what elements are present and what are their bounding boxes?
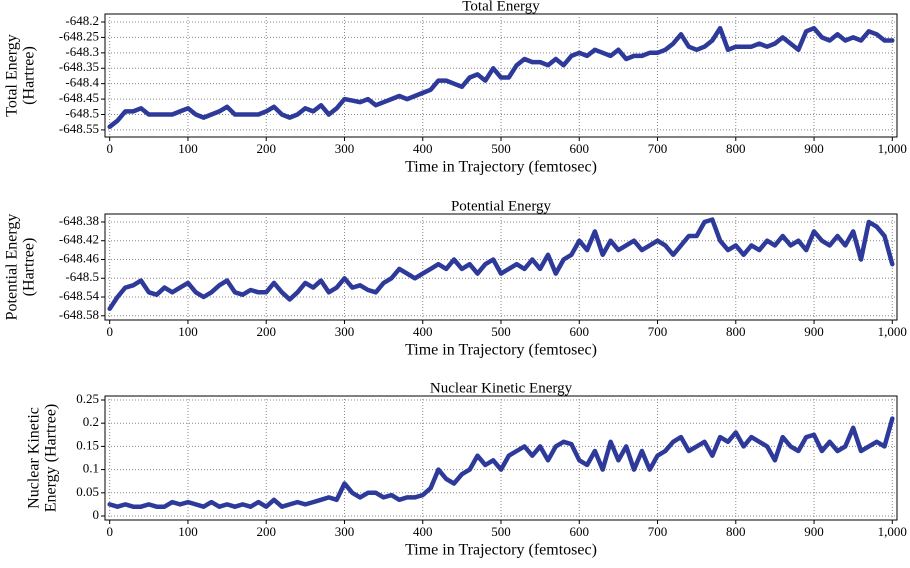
x-tick-label: 900 bbox=[804, 141, 824, 156]
x-axis-label: Time in Trajectory (femtosec) bbox=[405, 542, 597, 559]
y-tick-label: 0.15 bbox=[76, 437, 99, 452]
y-tick-label: -648.2 bbox=[65, 13, 99, 28]
x-axis-label: Time in Trajectory (femtosec) bbox=[405, 159, 597, 176]
y-tick-label: -648.55 bbox=[59, 121, 99, 136]
x-tick-label: 700 bbox=[648, 324, 668, 339]
x-tick-label: 600 bbox=[570, 524, 590, 539]
y-tick-label: 0.25 bbox=[76, 391, 99, 406]
y-axis-label: (Hartree) bbox=[21, 238, 38, 297]
x-tick-label: 400 bbox=[413, 524, 433, 539]
y-axis-label: Energy (Hartree) bbox=[43, 404, 60, 513]
panel-title: Nuclear Kinetic Energy bbox=[430, 380, 573, 396]
x-tick-label: 0 bbox=[106, 141, 113, 156]
x-tick-label: 1,000 bbox=[878, 324, 907, 339]
y-tick-label: -648.54 bbox=[59, 288, 100, 303]
panel: Potential Energy -648.38 -648.42 -648.46 -64… bbox=[4, 198, 907, 358]
x-tick-label: 600 bbox=[570, 324, 590, 339]
y-tick-label: -648.35 bbox=[59, 59, 99, 74]
y-tick-label: -648.3 bbox=[65, 44, 99, 59]
plot-frame bbox=[104, 213, 898, 321]
x-tick-label: 500 bbox=[491, 524, 511, 539]
x-tick-label: 300 bbox=[335, 524, 355, 539]
x-tick-label: 800 bbox=[726, 324, 746, 339]
y-tick-label: -648.5 bbox=[65, 269, 99, 284]
y-tick-label: -648.5 bbox=[65, 105, 99, 120]
panel: Total Energy-648.2-648.25-648.3-648.35-6… bbox=[4, 0, 907, 176]
data-line bbox=[107, 217, 895, 311]
y-tick-label: -648.38 bbox=[59, 213, 99, 228]
panel-title: Total Energy bbox=[462, 0, 540, 14]
y-tick-label: -648.58 bbox=[59, 307, 99, 322]
x-tick-label: 100 bbox=[178, 141, 198, 156]
x-axis-label: Time in Trajectory (femtosec) bbox=[405, 342, 597, 359]
x-tick-label: 400 bbox=[413, 324, 433, 339]
x-tick-label: 500 bbox=[491, 324, 511, 339]
y-tick-label: -648.4 bbox=[65, 75, 99, 90]
x-tick-label: 200 bbox=[256, 324, 276, 339]
x-tick-label: 900 bbox=[804, 524, 824, 539]
data-line bbox=[107, 416, 895, 509]
y-axis-label: Potential Energy bbox=[4, 214, 21, 321]
x-tick-label: 100 bbox=[178, 524, 198, 539]
y-tick-label: 0 bbox=[93, 507, 100, 522]
x-tick-label: 400 bbox=[413, 141, 433, 156]
x-tick-label: 1,000 bbox=[878, 141, 907, 156]
x-tick-label: 300 bbox=[335, 141, 355, 156]
y-tick-label: 0.1 bbox=[83, 461, 99, 476]
x-tick-label: 0 bbox=[106, 524, 113, 539]
x-tick-label: 0 bbox=[106, 324, 113, 339]
x-tick-label: 200 bbox=[256, 141, 276, 156]
y-tick-label: -648.42 bbox=[59, 232, 99, 247]
x-tick-label: 700 bbox=[648, 524, 668, 539]
x-tick-label: 300 bbox=[335, 324, 355, 339]
x-tick-label: 100 bbox=[178, 324, 198, 339]
x-tick-label: 800 bbox=[726, 524, 746, 539]
panel: Nuclear Kinetic Energy 0 0.05 0.1 0.15 0.2 0.2… bbox=[26, 380, 907, 558]
data-line bbox=[107, 25, 895, 130]
x-tick-label: 700 bbox=[648, 141, 668, 156]
plot-frame bbox=[104, 395, 898, 521]
y-axis-label: Total Energy bbox=[4, 34, 21, 117]
panel-title: Potential Energy bbox=[451, 198, 552, 214]
y-tick-label: -648.46 bbox=[59, 250, 100, 265]
x-tick-label: 600 bbox=[570, 141, 590, 156]
x-tick-label: 800 bbox=[726, 141, 746, 156]
x-tick-label: 200 bbox=[256, 524, 276, 539]
y-axis-label: (Hartree) bbox=[21, 46, 38, 105]
y-tick-label: 0.2 bbox=[83, 414, 99, 429]
y-tick-label: 0.05 bbox=[76, 484, 99, 499]
x-tick-label: 1,000 bbox=[878, 524, 907, 539]
y-axis-label: Nuclear Kinetic bbox=[26, 407, 43, 509]
y-tick-label: -648.45 bbox=[59, 90, 99, 105]
x-tick-label: 500 bbox=[491, 141, 511, 156]
y-tick-label: -648.25 bbox=[59, 28, 99, 43]
x-tick-label: 900 bbox=[804, 324, 824, 339]
